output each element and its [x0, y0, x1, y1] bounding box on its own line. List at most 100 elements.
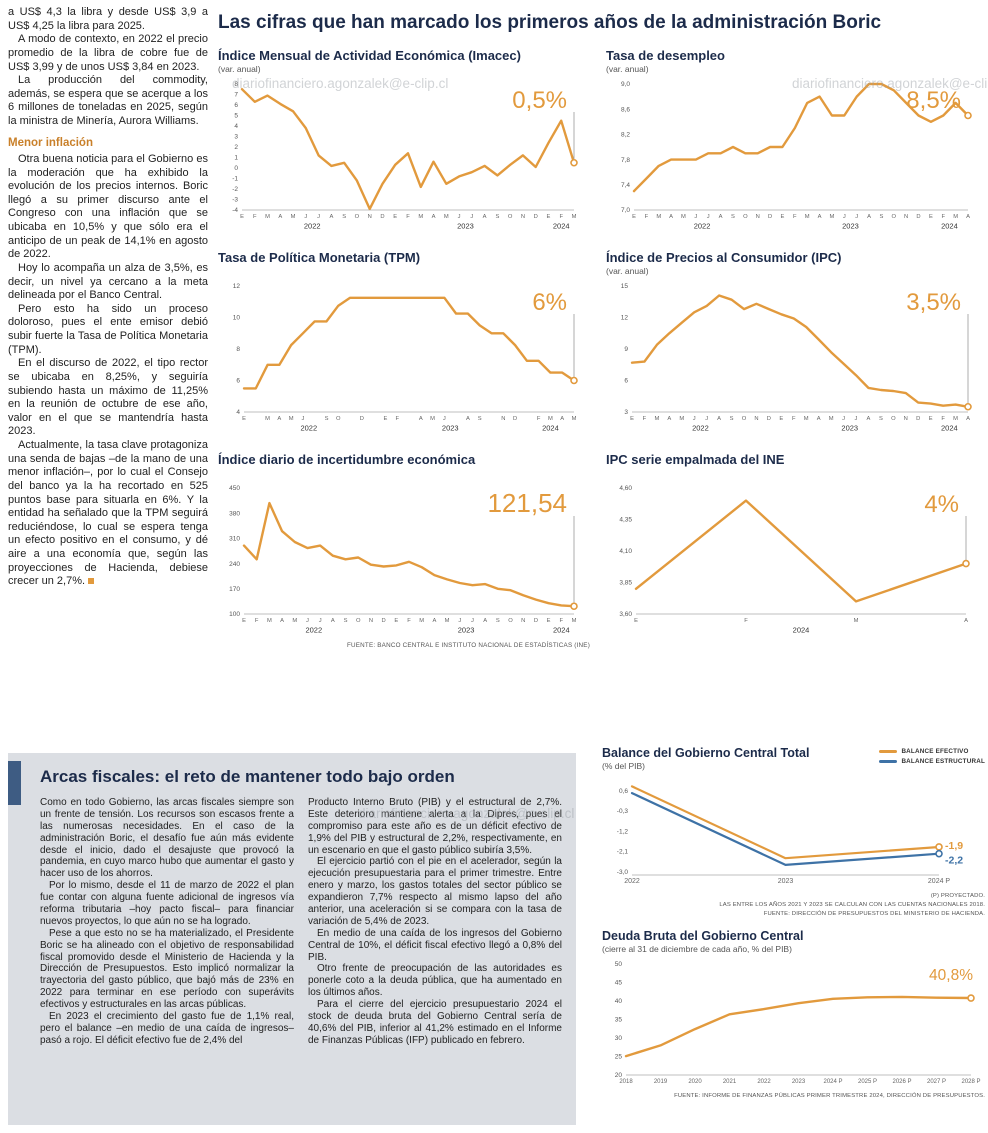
chart-subtitle: [606, 468, 984, 480]
fiscal-paragraph: Para el cierre del ejercicio presupuesta…: [308, 999, 562, 1046]
svg-text:J: J: [693, 416, 696, 422]
svg-text:4,10: 4,10: [619, 548, 632, 555]
svg-text:-4: -4: [232, 207, 238, 214]
chart-card-ipc-empalmada: IPC serie empalmada del INE 4,60 4,35 4,10…: [606, 452, 984, 649]
svg-text:9,0: 9,0: [621, 81, 630, 88]
svg-text:10: 10: [233, 315, 241, 322]
svg-text:J: J: [707, 214, 710, 220]
svg-text:4: 4: [236, 409, 240, 416]
svg-text:2022: 2022: [304, 222, 321, 231]
svg-text:O: O: [355, 214, 360, 220]
svg-text:A: A: [419, 416, 423, 422]
fiscal-title-row: Arcas fiscales: el reto de mantener todo…: [8, 753, 576, 805]
chart-subtitle: (var. anual): [218, 64, 261, 74]
svg-text:170: 170: [229, 586, 240, 593]
svg-text:M: M: [572, 618, 577, 624]
svg-text:F: F: [792, 416, 796, 422]
svg-text:2022: 2022: [305, 626, 322, 635]
svg-text:4,60: 4,60: [619, 485, 632, 492]
article-paragraph: Otra buena noticia para el Gobierno es l…: [8, 152, 208, 261]
article-paragraph: Actualmente, la tasa clave protagoniza u…: [8, 439, 208, 589]
svg-text:5: 5: [234, 113, 238, 120]
svg-text:A: A: [867, 214, 871, 220]
svg-text:J: J: [855, 214, 858, 220]
svg-text:-1,9: -1,9: [945, 840, 963, 852]
svg-text:2023: 2023: [458, 626, 475, 635]
svg-text:J: J: [317, 214, 320, 220]
svg-text:2024: 2024: [941, 222, 958, 231]
svg-text:2024: 2024: [542, 424, 559, 433]
svg-text:100: 100: [229, 611, 240, 618]
imacec-line-chart: 8 7 6 5 4 3 2 1 0 -1 -2 -3 -4 E F M A M J J A S O N D E F M A M J J A S O N…: [218, 76, 590, 236]
note-line: FUENTE: DIRECCIÓN DE PRESUPUESTOS DEL MI…: [763, 911, 985, 918]
svg-text:E: E: [394, 618, 398, 624]
svg-text:M: M: [445, 618, 450, 624]
svg-text:A: A: [466, 416, 470, 422]
tpm-line-chart: 12 10 8 6 4 E M A M J S O D E F A M J A S N D F M A M 2022 2023 2024…: [218, 278, 590, 438]
svg-text:-3,0: -3,0: [617, 869, 629, 876]
svg-text:2023: 2023: [442, 424, 459, 433]
ipc-line-chart: 15 12 9 6 3 E F M A M J J A S O N D E F M A M J J A S O N D E F M A 2022 2…: [606, 278, 984, 438]
svg-text:A: A: [966, 416, 970, 422]
svg-text:6: 6: [624, 378, 628, 385]
svg-text:D: D: [768, 214, 772, 220]
chart-subtitle: (cierre al 31 de diciembre de cada año, …: [602, 944, 792, 955]
svg-text:E: E: [781, 214, 785, 220]
svg-text:7,4: 7,4: [621, 182, 630, 189]
svg-text:M: M: [854, 618, 859, 624]
charts-grid: Índice Mensual de Actividad Económica (I…: [218, 48, 984, 649]
svg-text:25: 25: [615, 1054, 623, 1061]
svg-text:A: A: [867, 416, 871, 422]
fiscal-paragraph: Producto Interno Bruto (PIB) y el estruc…: [308, 797, 562, 856]
fiscal-column-1: Como en todo Gobierno, las arcas fiscale…: [40, 797, 294, 1047]
svg-text:M: M: [291, 214, 296, 220]
svg-text:O: O: [336, 416, 341, 422]
svg-text:S: S: [879, 214, 883, 220]
svg-text:8: 8: [234, 81, 238, 88]
svg-text:M: M: [419, 618, 424, 624]
svg-text:F: F: [395, 416, 399, 422]
chart-subtitle: (var. anual): [606, 266, 649, 276]
svg-text:E: E: [632, 214, 636, 220]
legend-item-efectivo: BALANCE EFECTIVO: [879, 748, 985, 755]
svg-text:J: J: [855, 416, 858, 422]
svg-text:J: J: [304, 214, 307, 220]
svg-text:2022: 2022: [757, 1079, 771, 1085]
svg-text:A: A: [280, 618, 284, 624]
page-title: Las cifras que han marcado los primeros …: [218, 12, 882, 33]
fiscal-columns: Como en todo Gobierno, las arcas fiscale…: [8, 793, 576, 1047]
svg-text:121,54: 121,54: [487, 488, 567, 518]
svg-text:450: 450: [229, 485, 240, 492]
svg-text:F: F: [643, 416, 647, 422]
svg-text:40: 40: [615, 999, 623, 1006]
svg-text:E: E: [779, 416, 783, 422]
fiscal-paragraph: El ejercicio partió con el pie en el ace…: [308, 856, 562, 927]
svg-text:M: M: [548, 416, 553, 422]
svg-text:-0,3: -0,3: [617, 808, 629, 815]
chart-card-ipc: Índice de Precios al Consumidor (IPC) (v…: [606, 250, 984, 438]
svg-text:40,8%: 40,8%: [929, 967, 973, 984]
svg-text:A: A: [964, 618, 968, 624]
svg-text:M: M: [953, 416, 958, 422]
fiscal-column-2: Producto Interno Bruto (PIB) y el estruc…: [308, 797, 562, 1047]
svg-text:M: M: [681, 214, 686, 220]
svg-text:D: D: [767, 416, 771, 422]
svg-text:F: F: [793, 214, 797, 220]
svg-text:N: N: [521, 618, 525, 624]
svg-text:O: O: [743, 214, 748, 220]
svg-text:M: M: [267, 618, 272, 624]
svg-text:E: E: [929, 214, 933, 220]
svg-text:35: 35: [615, 1017, 623, 1024]
svg-text:2027 P: 2027 P: [927, 1079, 946, 1085]
svg-text:J: J: [471, 618, 474, 624]
svg-text:S: S: [730, 416, 734, 422]
svg-text:12: 12: [621, 315, 629, 322]
svg-text:M: M: [572, 214, 577, 220]
svg-text:N: N: [754, 416, 758, 422]
desempleo-line-chart: 9,0 8,6 8,2 7,8 7,4 7,0 E F M A M J J A S O N D E F M A M J J A S O…: [606, 76, 984, 236]
chart-subtitle: (var. anual): [606, 64, 649, 74]
svg-text:S: S: [325, 416, 329, 422]
svg-text:8,5%: 8,5%: [906, 87, 961, 114]
fiscal-charts: Balance del Gobierno Central Total (% de…: [602, 746, 985, 1102]
